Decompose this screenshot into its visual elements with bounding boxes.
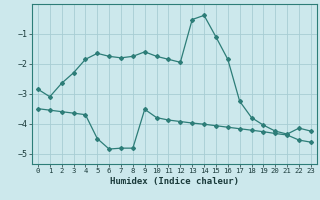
X-axis label: Humidex (Indice chaleur): Humidex (Indice chaleur) bbox=[110, 177, 239, 186]
